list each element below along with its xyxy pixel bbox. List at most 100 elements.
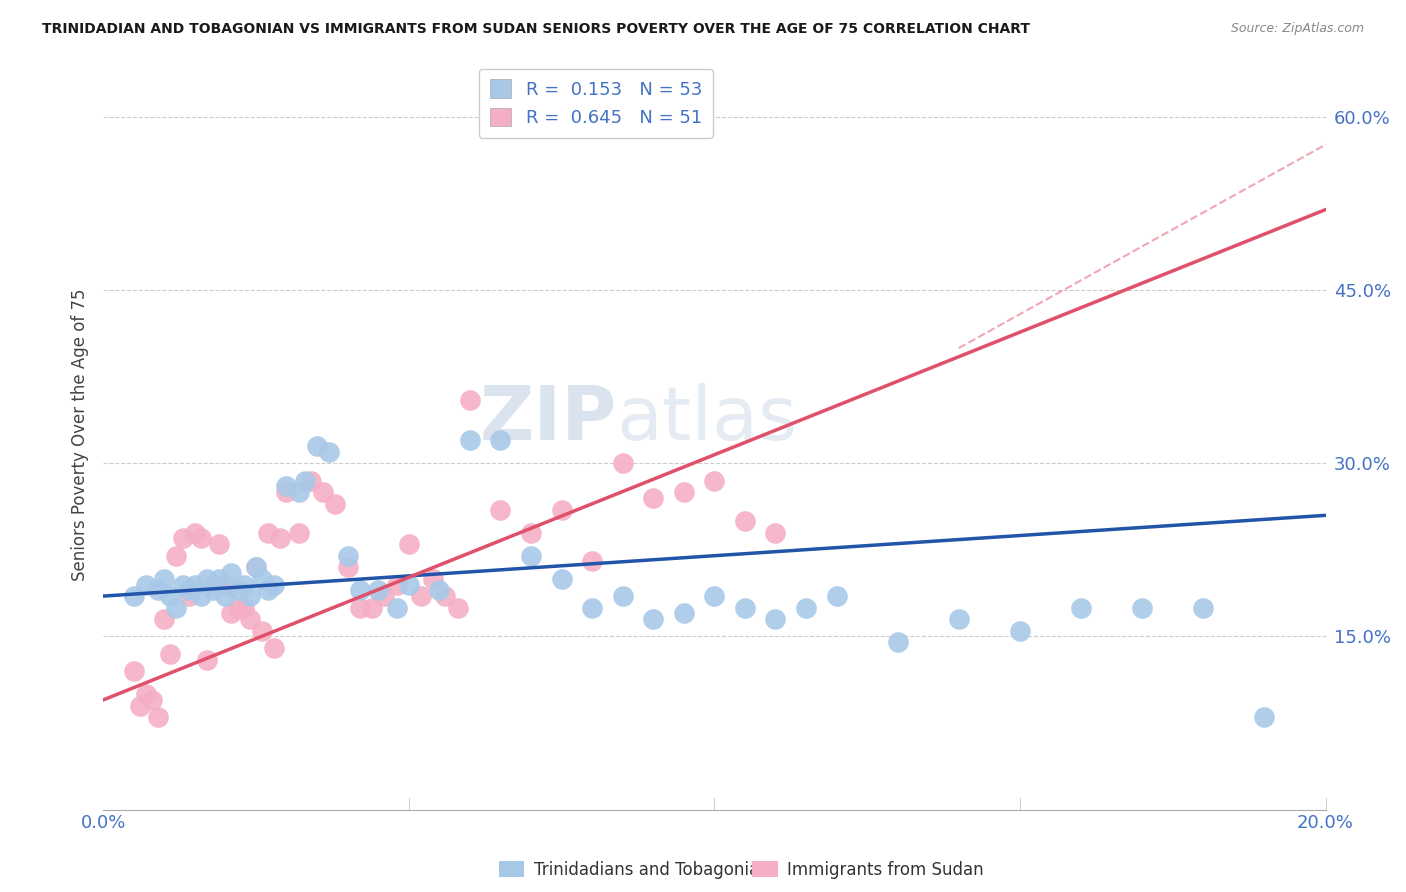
Point — [398, 537, 420, 551]
Point — [385, 577, 408, 591]
Legend: R =  0.153   N = 53, R =  0.645   N = 51: R = 0.153 N = 53, R = 0.645 N = 51 — [479, 69, 713, 138]
Point — [886, 635, 908, 649]
Point — [458, 434, 481, 448]
Point — [202, 583, 225, 598]
Text: TRINIDADIAN AND TOBAGONIAN VS IMMIGRANTS FROM SUDAN SENIORS POVERTY OVER THE AGE: TRINIDADIAN AND TOBAGONIAN VS IMMIGRANTS… — [42, 22, 1031, 37]
Point — [734, 514, 756, 528]
Point — [232, 600, 254, 615]
Text: Trinidadians and Tobagonians: Trinidadians and Tobagonians — [534, 861, 779, 879]
Point — [153, 572, 176, 586]
Point — [336, 549, 359, 563]
Point — [221, 566, 243, 580]
Point — [612, 589, 634, 603]
Point — [159, 589, 181, 603]
Point — [672, 485, 695, 500]
Point — [385, 600, 408, 615]
Point — [643, 491, 665, 505]
Point — [643, 612, 665, 626]
Point — [299, 474, 322, 488]
Point — [221, 607, 243, 621]
Point — [287, 525, 309, 540]
Point — [245, 560, 267, 574]
Point — [825, 589, 848, 603]
Point — [166, 549, 188, 563]
Point — [373, 589, 395, 603]
Point — [214, 577, 236, 591]
Point — [226, 583, 249, 598]
Point — [287, 485, 309, 500]
Y-axis label: Seniors Poverty Over the Age of 75: Seniors Poverty Over the Age of 75 — [72, 288, 89, 581]
Point — [325, 497, 347, 511]
Point — [427, 583, 450, 598]
Point — [672, 607, 695, 621]
Point — [128, 698, 150, 713]
Point — [1192, 600, 1215, 615]
Point — [250, 624, 273, 638]
Point — [703, 589, 725, 603]
Point — [239, 612, 262, 626]
Point — [146, 583, 169, 598]
Point — [581, 554, 603, 568]
Point — [122, 589, 145, 603]
Point — [276, 479, 298, 493]
Text: Source: ZipAtlas.com: Source: ZipAtlas.com — [1230, 22, 1364, 36]
Text: atlas: atlas — [617, 383, 797, 456]
Point — [269, 532, 291, 546]
Point — [177, 589, 200, 603]
Point — [195, 652, 218, 666]
Point — [263, 577, 285, 591]
Point — [1008, 624, 1031, 638]
Point — [172, 577, 194, 591]
Point — [1130, 600, 1153, 615]
Point — [135, 577, 157, 591]
Point — [349, 583, 371, 598]
Point — [214, 589, 236, 603]
Point — [122, 664, 145, 678]
Point — [581, 600, 603, 615]
Point — [190, 532, 212, 546]
Point — [276, 485, 298, 500]
Point — [184, 577, 207, 591]
Point — [202, 577, 225, 591]
Point — [734, 600, 756, 615]
Point — [434, 589, 457, 603]
Point — [612, 457, 634, 471]
Point — [765, 612, 787, 626]
Point — [195, 572, 218, 586]
Point — [135, 687, 157, 701]
Point — [190, 589, 212, 603]
Point — [520, 525, 543, 540]
Point — [398, 577, 420, 591]
Point — [489, 434, 512, 448]
Point — [250, 572, 273, 586]
Point — [550, 572, 572, 586]
Point — [159, 647, 181, 661]
Point — [245, 560, 267, 574]
Point — [257, 583, 280, 598]
Point — [1070, 600, 1092, 615]
Point — [177, 583, 200, 598]
Point — [422, 572, 444, 586]
Point — [232, 577, 254, 591]
Point — [336, 560, 359, 574]
Point — [166, 600, 188, 615]
Point — [361, 600, 384, 615]
Point — [703, 474, 725, 488]
Point — [312, 485, 335, 500]
Point — [146, 710, 169, 724]
Point — [263, 640, 285, 655]
Point — [794, 600, 817, 615]
Point — [489, 502, 512, 516]
Point — [520, 549, 543, 563]
Point — [172, 532, 194, 546]
Text: Immigrants from Sudan: Immigrants from Sudan — [787, 861, 984, 879]
Point — [208, 572, 231, 586]
Point — [1253, 710, 1275, 724]
Point — [141, 693, 163, 707]
Text: ZIP: ZIP — [479, 383, 617, 456]
Point — [208, 537, 231, 551]
Point — [458, 392, 481, 407]
Point — [153, 612, 176, 626]
Point — [257, 525, 280, 540]
Point — [349, 600, 371, 615]
